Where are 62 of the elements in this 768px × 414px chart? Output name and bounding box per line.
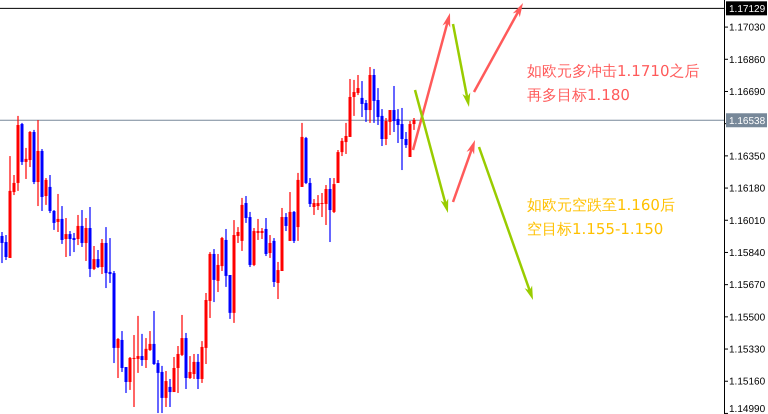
candlestick xyxy=(164,370,168,408)
candlestick xyxy=(80,209,84,248)
ref-line-label: 1.16538 xyxy=(729,116,766,127)
y-tick-label: 1.15670 xyxy=(729,280,766,292)
candlestick xyxy=(56,193,60,233)
annotation: 再多目标1.180 xyxy=(527,86,630,104)
y-tick-label: 1.15500 xyxy=(729,312,766,324)
annotation: 如欧元空跌至1.160后 xyxy=(527,196,675,214)
y-tick-label: 1.16350 xyxy=(729,151,766,162)
candlestick xyxy=(324,184,328,226)
candlestick xyxy=(320,192,324,218)
candlestick xyxy=(312,198,316,216)
candlestick xyxy=(140,333,144,366)
candlestick xyxy=(364,99,368,123)
y-tick-label: 1.16860 xyxy=(729,54,766,66)
candlestick xyxy=(260,227,264,240)
candlestick xyxy=(396,108,400,144)
candlestick xyxy=(136,315,140,374)
candlestick xyxy=(92,245,96,271)
candlestick xyxy=(356,74,360,96)
candlestick xyxy=(316,194,320,211)
annotation: 如欧元多冲击1.1710之后 xyxy=(527,62,700,80)
y-tick-label: 1.16180 xyxy=(729,184,766,195)
candlestick xyxy=(168,378,172,408)
candlestick xyxy=(388,109,392,136)
candlestick xyxy=(132,334,136,408)
y-tick-label: 1.15330 xyxy=(729,344,766,356)
candlestick xyxy=(4,234,8,261)
candlestick xyxy=(328,177,332,243)
candlestick xyxy=(76,214,80,246)
annotation: 空目标1.155-1.150 xyxy=(527,220,664,238)
candlestick xyxy=(352,79,356,117)
candlestick xyxy=(400,107,404,171)
candlestick xyxy=(412,117,416,131)
candlestick xyxy=(144,337,148,369)
candlestick xyxy=(64,217,68,258)
y-tick-label: 1.14990 xyxy=(729,404,766,414)
candlestick xyxy=(192,353,196,380)
candlestick xyxy=(84,217,88,262)
candlestick xyxy=(72,232,76,253)
candlestick xyxy=(196,353,200,390)
candlestick xyxy=(44,177,48,206)
candlestick xyxy=(68,230,72,257)
candlestick xyxy=(340,137,344,157)
y-tick-label: 1.15160 xyxy=(729,376,766,388)
y-tick-label: 1.16010 xyxy=(729,216,766,227)
candlestick xyxy=(188,355,192,380)
y-tick-label: 1.16690 xyxy=(729,86,766,98)
candlestick xyxy=(404,131,408,149)
candlestick xyxy=(360,80,364,118)
y-tick-label: 1.15840 xyxy=(729,248,766,259)
candlestick xyxy=(392,85,396,133)
candlestick xyxy=(96,249,100,269)
candlestick xyxy=(116,337,120,379)
candlestick xyxy=(284,212,288,232)
candlestick xyxy=(308,177,312,208)
candlestick xyxy=(0,231,4,264)
ref-line-label: 1.17129 xyxy=(729,4,766,15)
candlestick xyxy=(52,209,56,231)
candlestick xyxy=(60,205,64,245)
candlestick xyxy=(268,234,272,259)
y-tick-label: 1.17030 xyxy=(729,22,766,34)
